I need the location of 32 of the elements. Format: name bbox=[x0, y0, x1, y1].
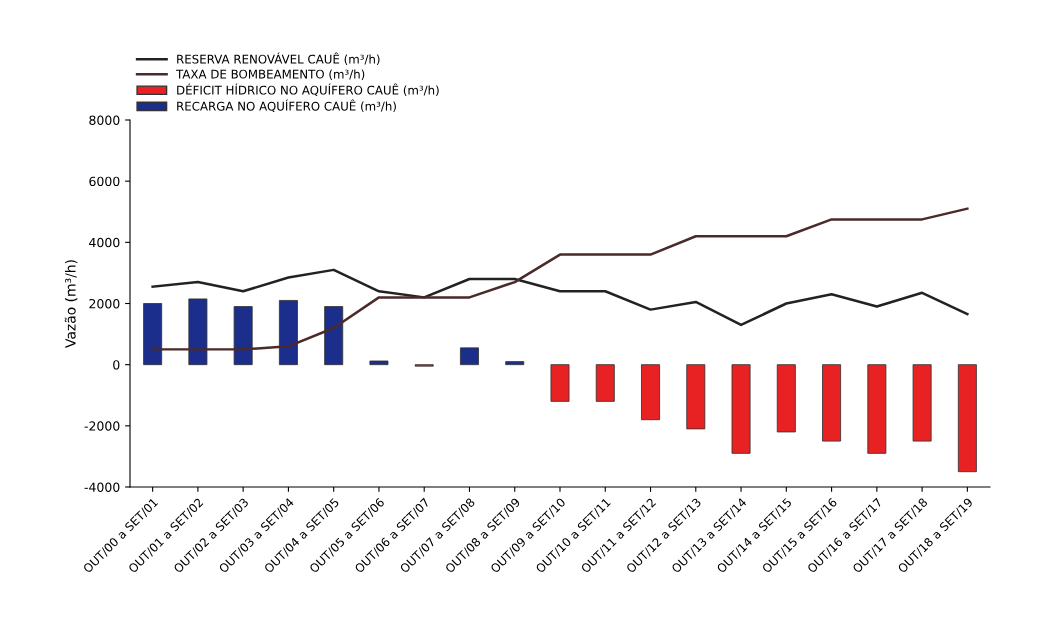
line-series bbox=[151, 207, 969, 351]
bar bbox=[369, 360, 389, 366]
bar bbox=[143, 303, 163, 366]
bar bbox=[460, 347, 479, 366]
line-series bbox=[151, 268, 969, 327]
bar bbox=[776, 364, 796, 433]
y-tick-label: 6000 bbox=[89, 176, 120, 187]
bar bbox=[867, 364, 887, 454]
bar bbox=[641, 364, 660, 421]
bar bbox=[822, 364, 842, 442]
legend-label: RECARGA NO AQUÍFERO CAUÊ (m³/h) bbox=[177, 99, 396, 113]
bar bbox=[731, 364, 751, 454]
y-tick-label: 0 bbox=[113, 360, 120, 370]
legend-label: RESERVA RENOVÁVEL CAUÊ (m³/h) bbox=[177, 52, 380, 65]
legend-label: TAXA DE BOMBEAMENTO (m³/h) bbox=[176, 69, 365, 80]
y-tick-label: -4000 bbox=[84, 482, 120, 492]
y-tick-label: 2000 bbox=[89, 298, 120, 309]
bar bbox=[550, 364, 570, 402]
bar bbox=[686, 364, 706, 430]
legend-label: DÉFICIT HÍDRICO NO AQUÍFERO CAUÊ (m³/h) bbox=[177, 83, 439, 96]
bar bbox=[324, 306, 344, 366]
bar bbox=[595, 364, 615, 402]
bar bbox=[188, 298, 208, 366]
y-tick-label: -2000 bbox=[84, 421, 120, 431]
bar bbox=[278, 300, 298, 366]
bar bbox=[233, 306, 253, 366]
y-tick-label: 8000 bbox=[89, 115, 120, 125]
bar bbox=[912, 364, 932, 442]
bar bbox=[505, 361, 525, 366]
y-tick-label: 4000 bbox=[89, 237, 120, 248]
y-axis-title: Vazão (m³/h) bbox=[64, 260, 78, 348]
bar bbox=[957, 364, 977, 473]
